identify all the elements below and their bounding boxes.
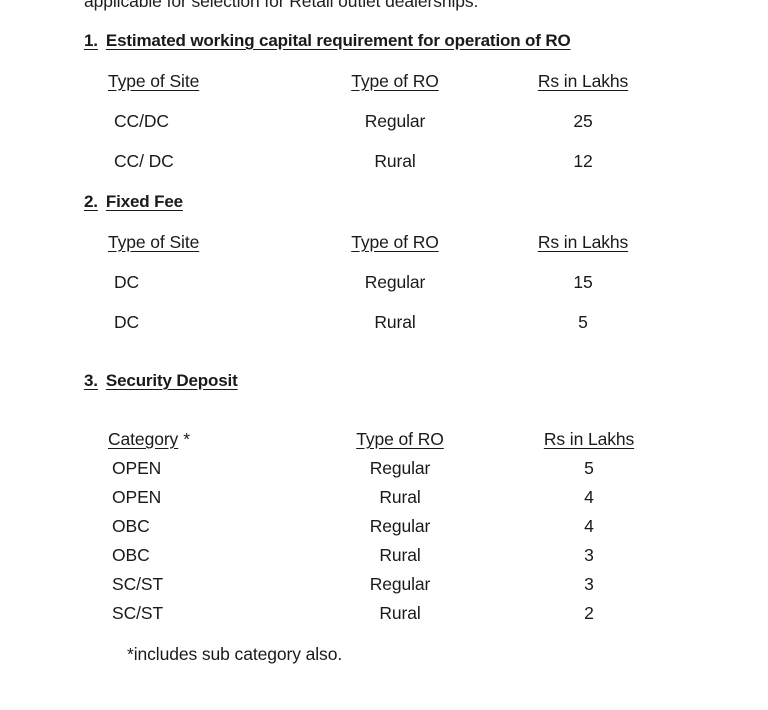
cell-type-of-ro: Regular	[364, 111, 426, 131]
cell-type-of-ro: Rural	[379, 487, 421, 507]
cell-rs-in-lakhs: 12	[573, 151, 593, 171]
cell-rs-in-lakhs: 15	[573, 272, 593, 292]
column-header-rs-in-lakhs: Rs in Lakhs	[537, 232, 629, 252]
cell-type-of-ro: Regular	[369, 516, 431, 536]
table-row: OBC Rural 3	[0, 545, 768, 569]
cell-rs-in-lakhs: 3	[584, 574, 594, 594]
cell-category: OBC	[112, 545, 150, 565]
table-header-row: Type of Site Type of RO Rs in Lakhs	[0, 232, 768, 256]
cell-rs-in-lakhs: 3	[584, 545, 594, 565]
column-header-type-of-ro: Type of RO	[351, 232, 439, 252]
cell-rs-in-lakhs: 5	[584, 458, 594, 478]
cell-rs-in-lakhs: 2	[584, 603, 594, 623]
cell-category: OPEN	[112, 487, 162, 507]
cell-type-of-ro: Regular	[369, 458, 431, 478]
column-header-type-of-site: Type of Site	[108, 232, 200, 252]
cell-type-of-ro: Regular	[369, 574, 431, 594]
table-header-row: Category * Type of RO Rs in Lakhs	[0, 429, 768, 453]
column-header-type-of-ro: Type of RO	[351, 71, 439, 91]
table-header-row: Type of Site Type of RO Rs in Lakhs	[0, 71, 768, 95]
cell-rs-in-lakhs: 4	[584, 516, 594, 536]
table-row: CC/DC Regular 25	[0, 111, 768, 135]
column-header-rs-in-lakhs: Rs in Lakhs	[543, 429, 635, 449]
cell-type-of-ro: Regular	[364, 272, 426, 292]
intro-text-line: applicable for selection for Retail outl…	[84, 0, 479, 11]
cell-rs-in-lakhs: 25	[573, 111, 593, 131]
section-heading-3: 3. Security Deposit	[84, 371, 238, 391]
column-header-type-of-ro: Type of RO	[356, 429, 444, 449]
cell-type-of-ro: Rural	[374, 151, 416, 171]
table-row: OPEN Rural 4	[0, 487, 768, 511]
section-heading-1: 1. Estimated working capital requirement …	[84, 31, 571, 51]
table-row: DC Regular 15	[0, 272, 768, 296]
table-row: SC/ST Rural 2	[0, 603, 768, 627]
table-row: CC/ DC Rural 12	[0, 151, 768, 175]
section-title-2: Fixed Fee	[105, 192, 183, 211]
cell-rs-in-lakhs: 4	[584, 487, 594, 507]
cell-type-of-ro: Rural	[379, 603, 421, 623]
table-row: DC Rural 5	[0, 312, 768, 336]
cell-category: OPEN	[112, 458, 162, 478]
column-header-type-of-site: Type of Site	[108, 71, 200, 91]
section-number-1: 1.	[84, 31, 98, 50]
section-number-2: 2.	[84, 192, 98, 211]
cell-category: SC/ST	[112, 574, 164, 594]
table-row: OBC Regular 4	[0, 516, 768, 540]
cell-type-of-site: DC	[114, 312, 140, 332]
column-header-category: Category *	[108, 429, 190, 449]
cell-type-of-site: CC/ DC	[114, 151, 174, 171]
cell-category: SC/ST	[112, 603, 164, 623]
section-title-1: Estimated working capital requirement fo…	[105, 31, 571, 50]
cell-rs-in-lakhs: 5	[578, 312, 588, 332]
section-title-3: Security Deposit	[105, 371, 238, 390]
table-row: SC/ST Regular 3	[0, 574, 768, 598]
cell-category: OBC	[112, 516, 150, 536]
cell-type-of-site: CC/DC	[114, 111, 169, 131]
section-number-3: 3.	[84, 371, 98, 390]
category-asterisk-marker: *	[183, 429, 190, 449]
cell-type-of-ro: Rural	[374, 312, 416, 332]
cell-type-of-ro: Rural	[379, 545, 421, 565]
footnote-text: *includes sub category also.	[127, 644, 343, 664]
table-row: OPEN Regular 5	[0, 458, 768, 482]
column-header-rs-in-lakhs: Rs in Lakhs	[537, 71, 629, 91]
cell-type-of-site: DC	[114, 272, 140, 292]
section-heading-2: 2. Fixed Fee	[84, 192, 183, 212]
